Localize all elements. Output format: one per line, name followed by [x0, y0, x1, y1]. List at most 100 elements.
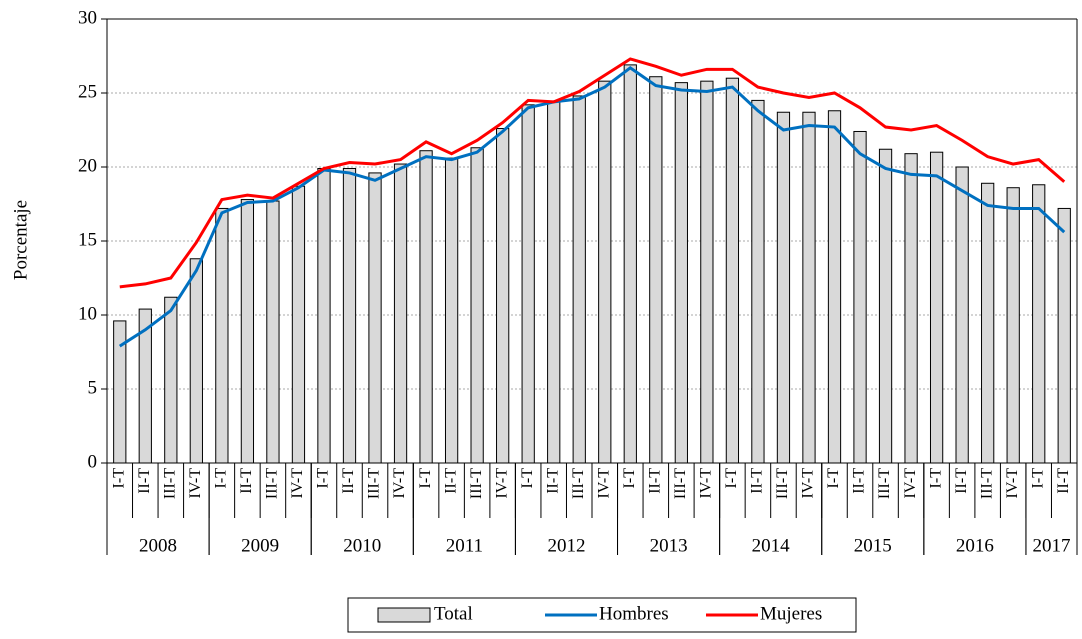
- bar: [266, 200, 280, 464]
- legend-label: Mujeres: [760, 603, 822, 624]
- bar: [981, 182, 995, 464]
- bar: [164, 296, 178, 464]
- bar: [1006, 187, 1020, 464]
- x-tick-label: II-T: [238, 468, 255, 494]
- bar: [547, 101, 561, 464]
- bar: [215, 207, 229, 464]
- x-tick-label: I-T: [213, 468, 230, 489]
- y-axis-label: Porcentaje: [10, 200, 31, 280]
- x-tick-label: I-T: [723, 468, 740, 489]
- bar: [1032, 184, 1046, 464]
- x-tick-label: II-T: [136, 468, 153, 494]
- bar: [572, 95, 586, 464]
- x-tick-label: II-T: [953, 468, 970, 494]
- bar: [955, 166, 969, 464]
- x-tick-label: III-T: [366, 468, 383, 499]
- x-tick-label: I-T: [315, 468, 332, 489]
- x-group-label: 2014: [752, 535, 791, 556]
- x-tick-label: I-T: [825, 468, 842, 489]
- x-group-label: 2012: [547, 535, 585, 556]
- bar: [113, 320, 127, 464]
- bar: [751, 99, 765, 464]
- x-tick-label: IV-T: [902, 468, 919, 499]
- bar: [827, 110, 842, 464]
- x-tick-label: III-T: [161, 468, 178, 499]
- bar: [521, 104, 535, 464]
- legend-box: [347, 597, 857, 633]
- bar: [598, 80, 612, 464]
- legend-swatch: [377, 607, 431, 623]
- bar: [189, 258, 203, 464]
- bar: [317, 167, 331, 464]
- x-group-label: 2013: [650, 535, 688, 556]
- x-tick-label: IV-T: [595, 468, 612, 499]
- x-tick-label: III-T: [774, 468, 791, 499]
- bar: [496, 128, 510, 464]
- bar: [776, 111, 791, 464]
- x-tick-label: I-T: [417, 468, 434, 489]
- bar: [878, 148, 893, 464]
- y-tick-label: 10: [78, 303, 97, 324]
- x-group-label: 2008: [139, 535, 177, 556]
- bar: [291, 185, 306, 464]
- x-tick-label: III-T: [264, 468, 281, 499]
- x-tick-label: II-T: [851, 468, 868, 494]
- x-tick-label: IV-T: [800, 468, 817, 499]
- x-tick-label: III-T: [570, 468, 587, 499]
- x-tick-label: IV-T: [289, 468, 306, 499]
- x-tick-label: IV-T: [187, 468, 204, 499]
- x-tick-label: IV-T: [493, 468, 510, 499]
- bar: [342, 167, 357, 464]
- x-tick-label: II-T: [544, 468, 561, 494]
- x-group-label: 2015: [854, 535, 892, 556]
- x-group-label: 2017: [1032, 535, 1070, 556]
- x-tick-label: IV-T: [1004, 468, 1021, 499]
- line: [119, 57, 1066, 289]
- bar: [393, 163, 408, 464]
- x-tick-label: I-T: [110, 468, 127, 489]
- x-tick-label: I-T: [1029, 468, 1046, 489]
- x-tick-label: II-T: [749, 468, 766, 494]
- x-tick-label: I-T: [519, 468, 536, 489]
- bar: [240, 199, 255, 464]
- x-tick-label: II-T: [442, 468, 459, 494]
- bar: [419, 150, 433, 464]
- x-group-label: 2016: [956, 535, 994, 556]
- x-tick-label: I-T: [621, 468, 638, 489]
- bar: [623, 64, 637, 464]
- bar: [674, 82, 688, 464]
- x-tick-label: III-T: [468, 468, 485, 499]
- line: [118, 65, 1066, 348]
- bar: [368, 172, 382, 464]
- x-group-label: 2011: [446, 535, 483, 556]
- bar: [470, 147, 484, 464]
- bar: [649, 76, 663, 464]
- y-tick-label: 30: [78, 7, 97, 28]
- x-group-label: 2009: [241, 535, 279, 556]
- y-tick-label: 0: [88, 451, 98, 472]
- x-group-label: 2010: [343, 535, 381, 556]
- bar: [725, 77, 740, 464]
- y-tick-label: 25: [78, 81, 97, 102]
- bar: [1057, 207, 1071, 464]
- bar: [929, 151, 944, 464]
- bar: [802, 111, 816, 464]
- bar: [853, 130, 867, 464]
- x-tick-label: II-T: [1055, 468, 1072, 494]
- y-tick-label: 15: [78, 229, 97, 250]
- bar: [904, 153, 918, 464]
- x-tick-label: IV-T: [698, 468, 715, 499]
- x-tick-label: III-T: [876, 468, 893, 499]
- y-tick-label: 20: [78, 155, 97, 176]
- y-tick-label: 5: [88, 377, 98, 398]
- legend-label: Total: [434, 603, 473, 624]
- bar: [444, 157, 459, 464]
- x-tick-label: III-T: [672, 468, 689, 499]
- bar: [700, 80, 714, 464]
- x-tick-label: IV-T: [391, 468, 408, 499]
- x-tick-label: II-T: [646, 468, 663, 494]
- x-tick-label: II-T: [340, 468, 357, 494]
- x-tick-label: III-T: [978, 468, 995, 499]
- x-tick-label: I-T: [927, 468, 944, 489]
